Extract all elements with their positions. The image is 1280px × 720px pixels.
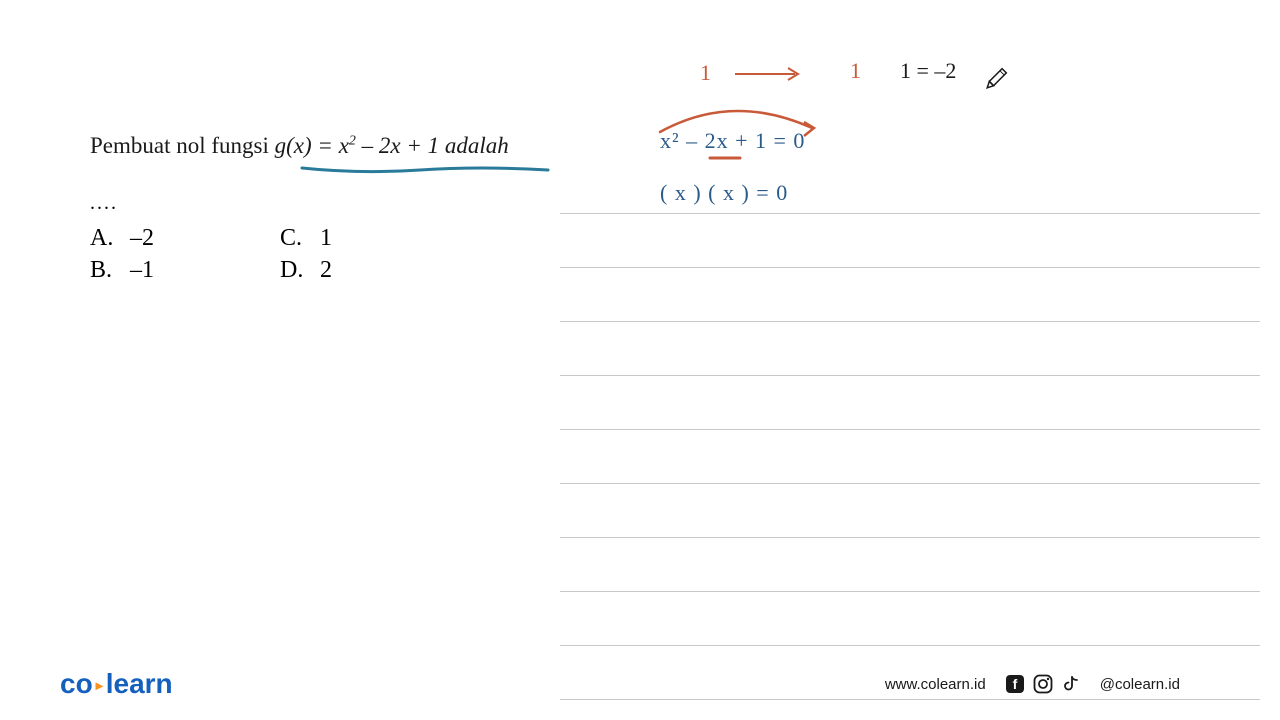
svg-text:f: f [1012,676,1017,692]
question-rest: – 2x + 1 adalah [356,133,509,158]
ruled-lines [560,160,1260,700]
footer-right: www.colearn.id f @colearn.id [885,673,1180,695]
ruled-line [560,268,1260,322]
question-exp: 2 [349,133,356,148]
hw-top-one-left: 1 [700,60,711,86]
hw-top-eq: 1 = –2 [900,58,956,84]
option-a: A.–2 [90,225,280,252]
logo-co: co [60,668,93,699]
footer-handle: @colearn.id [1100,676,1180,693]
ruled-line [560,376,1260,430]
options-grid: A.–2 C.1 B.–1 D.2 [90,225,540,284]
question-prefix: Pembuat nol fungsi [90,133,275,158]
logo: co▸learn [60,668,173,700]
social-icons: f [1004,673,1082,695]
underline-mark [300,160,560,180]
option-c: C.1 [280,225,470,252]
tiktok-icon [1060,673,1082,695]
question-panel: Pembuat nol fungsi g(x) = x2 – 2x + 1 ad… [90,130,540,284]
ruled-line [560,484,1260,538]
pencil-icon [980,65,1010,100]
ruled-line [560,592,1260,646]
logo-dot-icon: ▸ [96,677,103,693]
question-dots: .... [90,192,540,215]
option-b: B.–1 [90,257,280,284]
option-d: D.2 [280,257,470,284]
arrow-icon [730,64,810,84]
hw-equation-2: ( x ) ( x ) = 0 [660,180,788,206]
footer-url: www.colearn.id [885,676,986,693]
footer: co▸learn www.colearn.id f @colearn.id [0,668,1280,700]
hw-equation-1: x² – 2x + 1 = 0 [660,128,805,154]
workspace-panel: 1 1 1 = –2 x² – 2x + 1 = 0 ( x ) ( x ) =… [560,50,1260,650]
instagram-icon [1032,673,1054,695]
question-text: Pembuat nol fungsi g(x) = x2 – 2x + 1 ad… [90,130,540,162]
hw-top-one-mid: 1 [850,58,861,84]
ruled-line [560,430,1260,484]
logo-learn: learn [106,668,173,699]
question-func: g(x) = x [275,133,349,158]
ruled-line [560,538,1260,592]
ruled-line [560,322,1260,376]
underline-2x-icon [708,154,744,162]
facebook-icon: f [1004,673,1026,695]
ruled-line [560,214,1260,268]
